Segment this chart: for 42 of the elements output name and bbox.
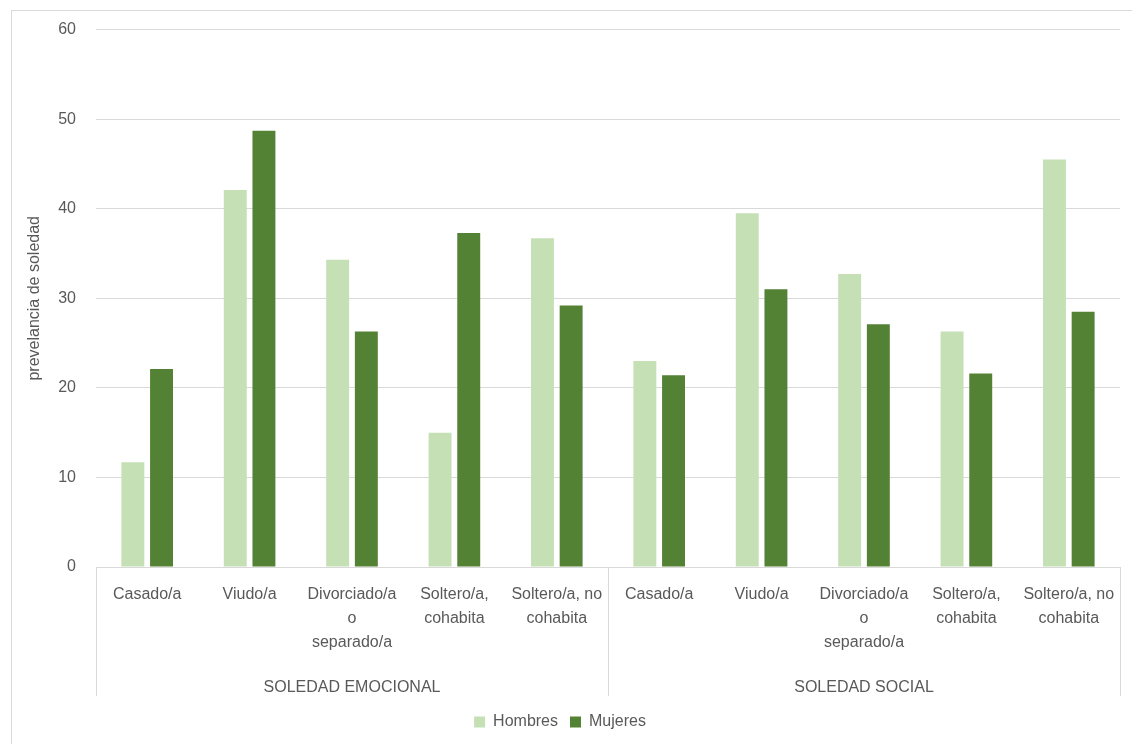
bar <box>662 375 686 567</box>
bar <box>866 324 890 567</box>
y-tick-label: 40 <box>58 199 77 217</box>
text: SOLEDAD SOCIAL <box>794 678 934 696</box>
bar <box>531 238 554 567</box>
bar <box>252 130 276 567</box>
x-tick-label: Soltero/a, no cohabita <box>1023 585 1115 627</box>
x-tick-label: Soltero/a, no cohabita <box>511 585 603 627</box>
bar <box>838 274 862 567</box>
x-tick-label: Soltero/a, cohabita <box>420 585 489 627</box>
x-tick-label: Casado/a <box>624 585 694 603</box>
bar <box>764 289 788 567</box>
x-tick-label: Viudo/a <box>734 585 789 603</box>
y-tick-label: 30 <box>58 288 77 306</box>
x-tick-label: Casado/a <box>112 585 182 603</box>
bar <box>735 213 759 567</box>
bar <box>559 305 583 567</box>
bar <box>969 373 993 567</box>
y-tick-label: 0 <box>67 557 77 575</box>
legend-label: Mujeres <box>589 712 646 730</box>
bar <box>428 432 452 567</box>
y-tick-label: 50 <box>58 109 77 127</box>
x-tick-label: Viudo/a <box>222 585 277 603</box>
bar <box>940 331 964 567</box>
y-tick-label: 10 <box>58 467 77 485</box>
bar <box>1042 159 1066 567</box>
x-tick-label: Soltero/a, cohabita <box>932 585 1001 627</box>
bar <box>150 369 174 567</box>
y-axis-title: prevelancia de soledad <box>25 216 43 381</box>
bar <box>223 189 247 567</box>
bar <box>457 232 481 567</box>
bar <box>633 361 657 567</box>
bar <box>354 331 378 567</box>
x-tick-label: Divorciado/a o separado/a <box>819 585 909 651</box>
bar <box>121 462 145 567</box>
y-tick-label: 20 <box>58 378 77 396</box>
bar <box>326 259 350 567</box>
legend-label: Hombres <box>493 712 558 730</box>
x-tick-label: Divorciado/a o separado/a <box>307 585 397 651</box>
text: SOLEDAD EMOCIONAL <box>263 678 441 696</box>
y-tick-label: 60 <box>58 20 77 38</box>
bar <box>1071 311 1095 567</box>
